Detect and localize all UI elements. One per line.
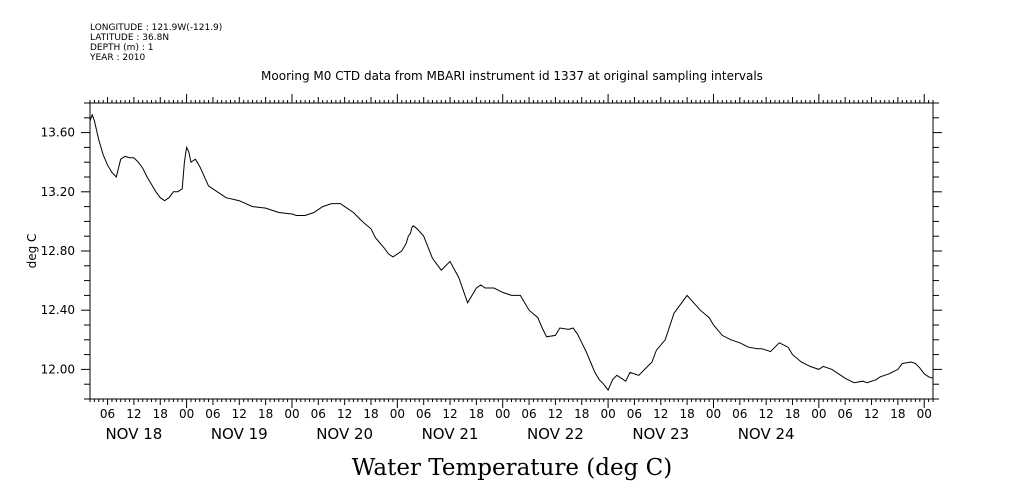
x-hour-label: 06: [100, 407, 115, 421]
x-day-label: NOV 19: [211, 425, 268, 443]
x-hour-label: 06: [521, 407, 536, 421]
x-hour-label: 18: [469, 407, 484, 421]
x-day-label: NOV 21: [422, 425, 479, 443]
x-hour-labels: 06 12 18 00 06 12 18 00 06 12 18 00 06 12 18 00 06 12 18 00…: [100, 407, 932, 421]
x-hour-label: 18: [153, 407, 168, 421]
meta-longitude: LONGITUDE : 121.9W(-121.9): [90, 23, 222, 33]
x-hour-label: 12: [337, 407, 352, 421]
plot-frame: [89, 102, 934, 400]
x-hour-label: 12: [126, 407, 141, 421]
x-day-label: NOV 23: [632, 425, 689, 443]
x-hour-label: 18: [785, 407, 800, 421]
x-hour-label: 12: [232, 407, 247, 421]
x-hour-label: 18: [890, 407, 905, 421]
x-hour-label: 12: [759, 407, 774, 421]
temperature-series-line: [89, 113, 934, 392]
x-hour-label: 00: [600, 407, 615, 421]
chart-title: Mooring M0 CTD data from MBARI instrumen…: [261, 69, 763, 83]
y-tick-label: 12.80: [41, 244, 75, 258]
x-hour-label: 06: [416, 407, 431, 421]
x-hour-label: 00: [179, 407, 194, 421]
x-axis-label: Water Temperature (deg C): [352, 455, 672, 481]
x-hour-label: 06: [732, 407, 747, 421]
x-day-labels: NOV 18 NOV 19 NOV 20 NOV 21 NOV 22 NOV 23 NOV …: [105, 425, 794, 443]
x-hour-label: 12: [864, 407, 879, 421]
y-tick-label: 12.00: [41, 362, 75, 376]
x-hour-label: 12: [548, 407, 563, 421]
x-hour-label: 00: [917, 407, 932, 421]
meta-depth: DEPTH (m) : 1: [90, 43, 153, 53]
y-tick-label: 12.40: [41, 303, 75, 317]
x-hour-label: 18: [574, 407, 589, 421]
y-tick-label: 13.20: [41, 185, 75, 199]
x-hour-label: 00: [811, 407, 826, 421]
x-hour-label: 12: [653, 407, 668, 421]
x-hour-label: 18: [363, 407, 378, 421]
metadata-block: LONGITUDE : 121.9W(-121.9) LATITUDE : 36…: [89, 23, 222, 63]
x-day-label: NOV 22: [527, 425, 584, 443]
y-axis-label: deg C: [25, 234, 39, 269]
x-day-label: NOV 18: [105, 425, 162, 443]
x-hour-label: 00: [495, 407, 510, 421]
y-tick-labels: 12.00 12.40 12.80 13.20 13.60: [41, 126, 75, 377]
x-day-label: NOV 20: [316, 425, 373, 443]
x-day-label: NOV 24: [738, 425, 795, 443]
x-hour-label: 18: [679, 407, 694, 421]
x-hour-label: 06: [627, 407, 642, 421]
meta-latitude: LATITUDE : 36.8N: [90, 33, 169, 43]
y-tick-label: 13.60: [41, 126, 75, 140]
x-hour-label: 06: [311, 407, 326, 421]
axis-ticks: [81, 94, 942, 408]
x-hour-label: 06: [838, 407, 853, 421]
x-hour-label: 18: [258, 407, 273, 421]
x-hour-label: 12: [442, 407, 457, 421]
x-hour-label: 00: [390, 407, 405, 421]
meta-year: YEAR : 2010: [89, 53, 146, 63]
x-hour-label: 06: [205, 407, 220, 421]
x-hour-label: 00: [706, 407, 721, 421]
x-hour-label: 00: [284, 407, 299, 421]
